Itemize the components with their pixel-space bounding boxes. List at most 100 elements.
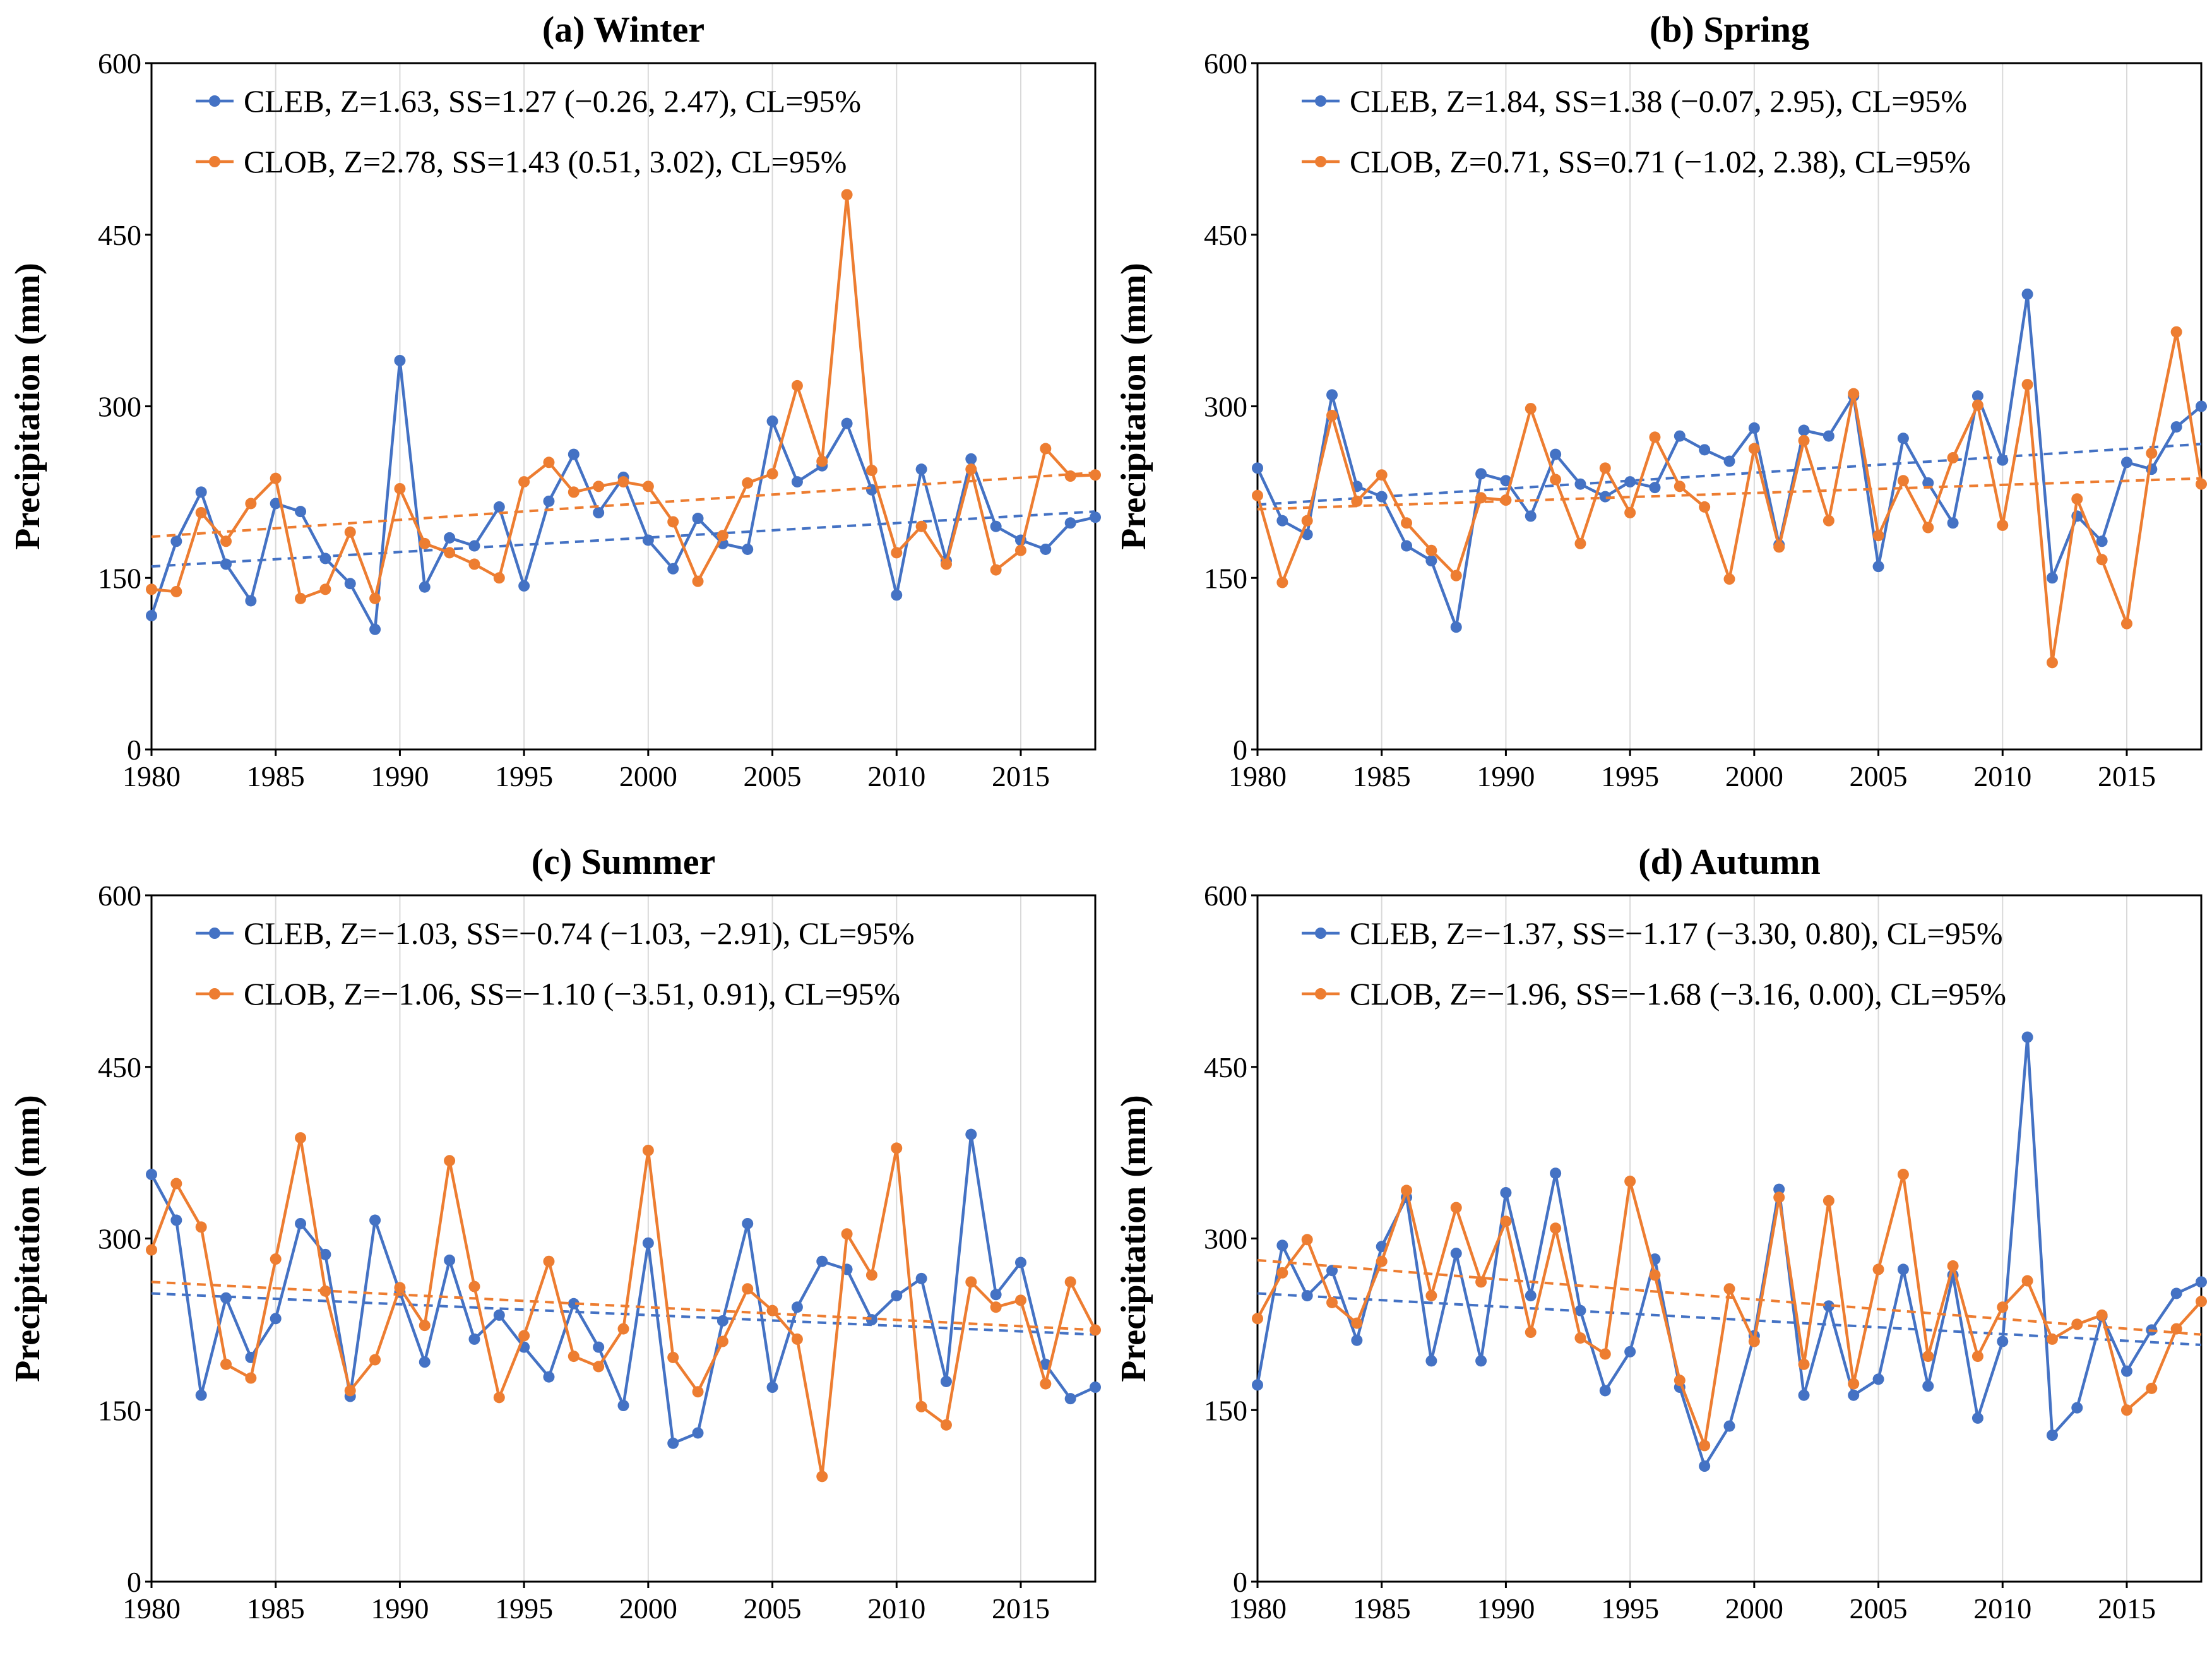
data-point — [1947, 452, 1959, 464]
data-point — [245, 1372, 257, 1384]
data-point — [1997, 519, 2009, 531]
data-point — [1525, 510, 1537, 522]
data-point — [2170, 421, 2182, 433]
data-point — [1040, 443, 1052, 455]
data-point — [493, 1392, 505, 1404]
data-point — [1425, 544, 1437, 556]
data-point — [1723, 573, 1735, 585]
data-point — [816, 1255, 828, 1267]
data-point — [270, 1253, 282, 1265]
data-point — [965, 463, 977, 475]
data-point — [717, 1335, 728, 1347]
x-tick-label: 2000 — [619, 1592, 677, 1625]
data-point — [642, 480, 654, 492]
data-point — [990, 564, 1002, 576]
data-point — [543, 1371, 555, 1383]
x-tick-label: 1995 — [495, 760, 553, 792]
series-clob — [1252, 1169, 2207, 1452]
data-point — [891, 589, 903, 601]
data-point — [791, 1333, 803, 1345]
y-tick-label: 600 — [98, 47, 141, 80]
data-point — [394, 1282, 406, 1294]
data-point — [1376, 469, 1388, 481]
data-point — [1550, 448, 1562, 460]
data-point — [2021, 1031, 2033, 1043]
data-point — [1947, 517, 1959, 529]
data-point — [1922, 522, 1934, 534]
data-point — [1326, 1296, 1338, 1308]
data-point — [270, 498, 282, 510]
legend-label: CLEB, Z=−1.37, SS=−1.17 (−3.30, 0.80), C… — [1350, 916, 2002, 951]
legend-swatch-marker — [209, 988, 220, 1000]
data-point — [444, 1155, 456, 1167]
data-point — [1599, 1348, 1611, 1360]
chart-svg: (d) Autumn 0 150 300 450 600 1980 1985 1990 1995 2… — [1114, 841, 2207, 1625]
y-axis-label: Precipitation (mm) — [8, 263, 47, 550]
series-line-clob — [1256, 1173, 2203, 1447]
data-point — [1823, 1300, 1834, 1312]
data-point — [1351, 1317, 1363, 1329]
data-point — [344, 526, 356, 538]
data-point — [319, 583, 331, 595]
data-point — [593, 1341, 605, 1353]
data-point — [742, 543, 754, 555]
x-tick-label: 1990 — [371, 760, 429, 792]
x-tick-label: 2005 — [744, 1592, 802, 1625]
data-point — [1649, 1269, 1661, 1281]
chart-svg: (b) Spring 0 150 300 450 600 1980 1985 1990 1995 2… — [1114, 9, 2207, 792]
x-tick-label: 1980 — [1228, 1592, 1287, 1625]
data-point — [891, 1290, 903, 1302]
data-point — [369, 623, 381, 635]
data-point — [1971, 1351, 1983, 1363]
data-point — [2120, 1365, 2132, 1377]
trend-line-cleb — [1257, 1292, 2202, 1346]
data-point — [1276, 515, 1288, 527]
data-point — [2196, 478, 2207, 490]
data-point — [742, 477, 754, 489]
data-point — [1649, 482, 1661, 494]
data-point — [1301, 1234, 1313, 1246]
data-point — [1823, 515, 1834, 527]
data-point — [717, 1315, 728, 1327]
data-point — [617, 1323, 629, 1335]
series-line-clob — [1256, 330, 2203, 664]
data-point — [1574, 1332, 1586, 1344]
data-point — [444, 1254, 456, 1266]
x-tick-label: 2015 — [2098, 760, 2156, 792]
data-point — [369, 1354, 381, 1366]
x-tick-label: 2005 — [744, 760, 802, 792]
legend-swatch-marker — [209, 928, 220, 939]
data-point — [1475, 1276, 1487, 1288]
data-point — [1922, 1351, 1934, 1363]
data-point — [1401, 517, 1413, 529]
data-point — [642, 1145, 654, 1157]
x-tick-label: 2005 — [1850, 760, 1908, 792]
data-point — [593, 480, 605, 492]
legend-label: CLOB, Z=0.71, SS=0.71 (−1.02, 2.38), CL=… — [1350, 144, 1971, 179]
data-point — [1897, 433, 1909, 445]
data-point — [295, 506, 307, 518]
data-point — [1947, 1260, 1959, 1272]
data-point — [1574, 1304, 1586, 1316]
data-point — [270, 1313, 282, 1325]
data-point — [841, 417, 853, 429]
data-point — [419, 1320, 431, 1332]
data-point — [2021, 1275, 2033, 1287]
y-tick-label: 0 — [1233, 1566, 1247, 1598]
y-tick-label: 150 — [1204, 1394, 1247, 1426]
data-point — [146, 583, 157, 595]
data-point — [1500, 1187, 1512, 1199]
x-tick-label: 1980 — [1228, 760, 1287, 792]
data-point — [766, 468, 778, 480]
data-point — [1252, 1313, 1263, 1325]
data-point — [990, 1301, 1002, 1313]
trend-line-cleb — [151, 510, 1096, 568]
x-tick-label: 1985 — [1353, 1592, 1411, 1625]
data-point — [195, 1221, 207, 1233]
y-tick-label: 600 — [1204, 880, 1247, 912]
data-point — [419, 1356, 431, 1368]
data-point — [766, 1382, 778, 1393]
data-point — [1971, 1412, 1983, 1424]
data-point — [940, 1419, 952, 1431]
data-point — [1574, 537, 1586, 549]
